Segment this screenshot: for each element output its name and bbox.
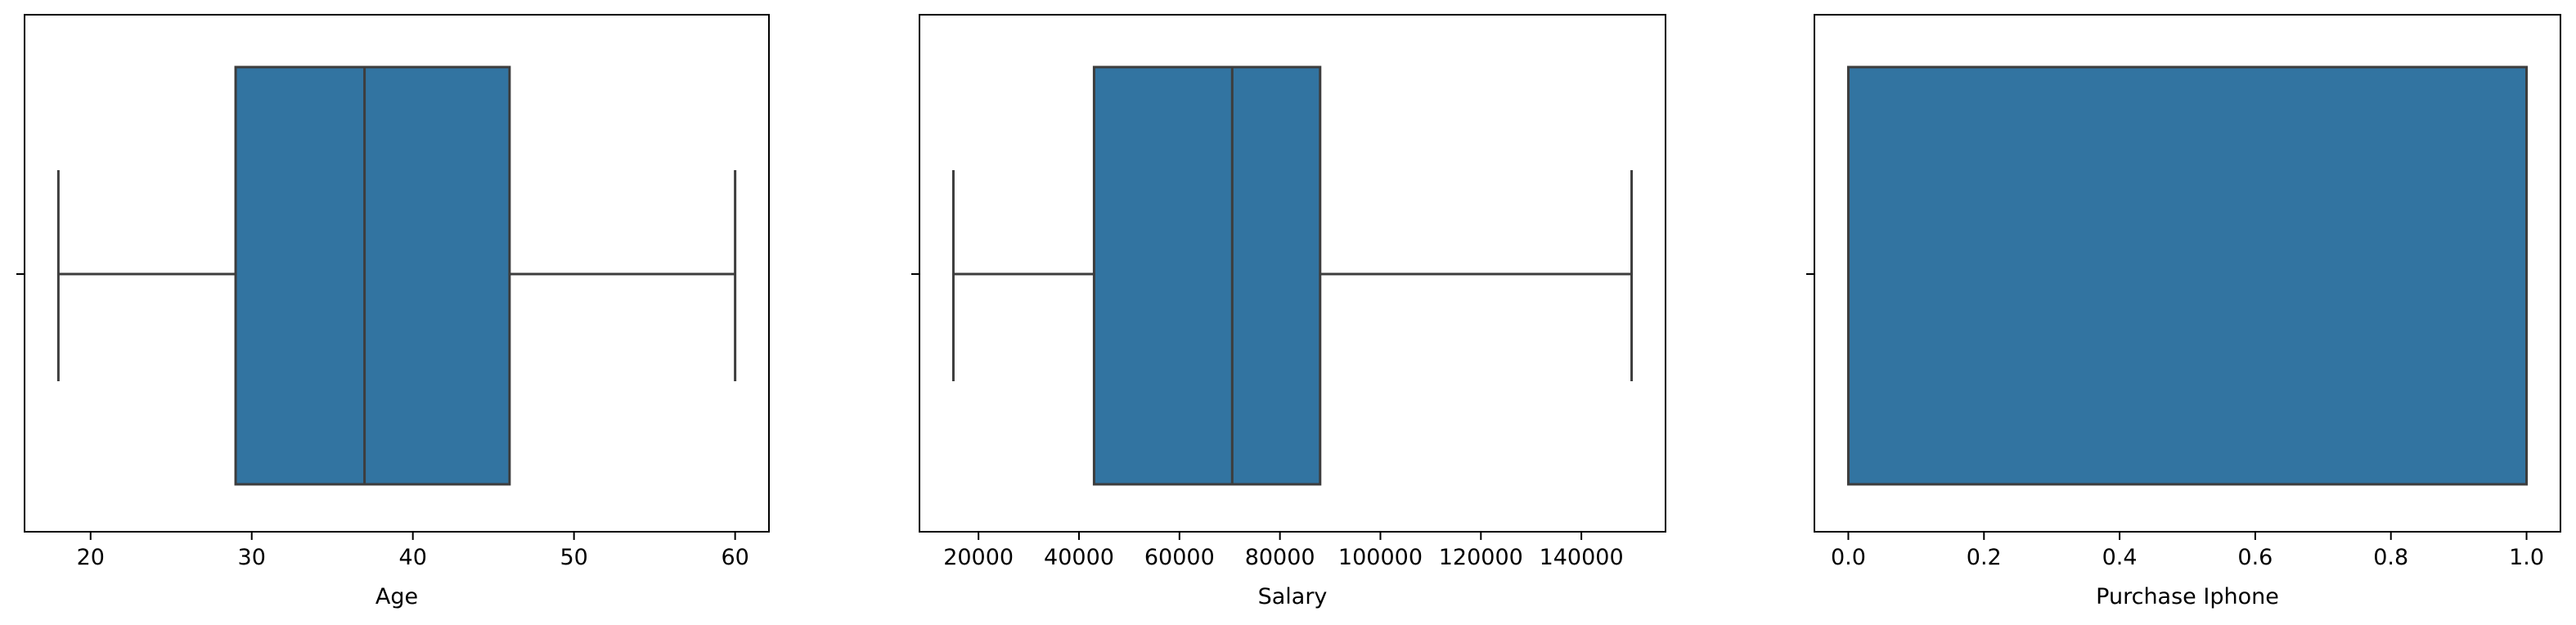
purchase-iphone-box-plot-panel: 0.0 0.2 0.4 0.6 0.8 1.0 Purchase Iphone <box>1806 14 2561 609</box>
iqr-box <box>234 65 511 486</box>
age-box-plot-panel: 20 30 40 50 60 Age <box>16 14 770 609</box>
x-tick-label: 140000 <box>1540 545 1624 570</box>
x-axis-label: Salary <box>1258 584 1328 609</box>
x-tick-label: 120000 <box>1439 545 1523 570</box>
x-tick-label: 60000 <box>1144 545 1215 570</box>
x-tick-label: 40 <box>399 545 427 570</box>
x-tick-label: 0.4 <box>2102 545 2138 570</box>
x-tick-label: 20000 <box>943 545 1014 570</box>
x-tick-label: 100000 <box>1338 545 1423 570</box>
x-axis-label: Purchase Iphone <box>2096 584 2279 609</box>
x-tick-label: 80000 <box>1245 545 1315 570</box>
iqr-box <box>1092 65 1322 486</box>
x-tick-label: 0.6 <box>2237 545 2273 570</box>
x-tick-label: 60 <box>721 545 749 570</box>
x-tick-label: 20 <box>77 545 105 570</box>
x-tick-label: 0.8 <box>2373 545 2408 570</box>
salary-box-plot-panel: 20000 40000 60000 80000 100000 120000 140000 Sa… <box>911 14 1666 609</box>
x-tick-label: 0.2 <box>1967 545 2002 570</box>
x-tick-label: 0.0 <box>1831 545 1866 570</box>
x-tick-label: 50 <box>560 545 587 570</box>
x-tick-label: 1.0 <box>2509 545 2544 570</box>
x-tick-label: 30 <box>238 545 266 570</box>
x-tick-label: 40000 <box>1044 545 1114 570</box>
iqr-box <box>1846 65 2529 486</box>
x-axis-label: Age <box>375 584 418 609</box>
